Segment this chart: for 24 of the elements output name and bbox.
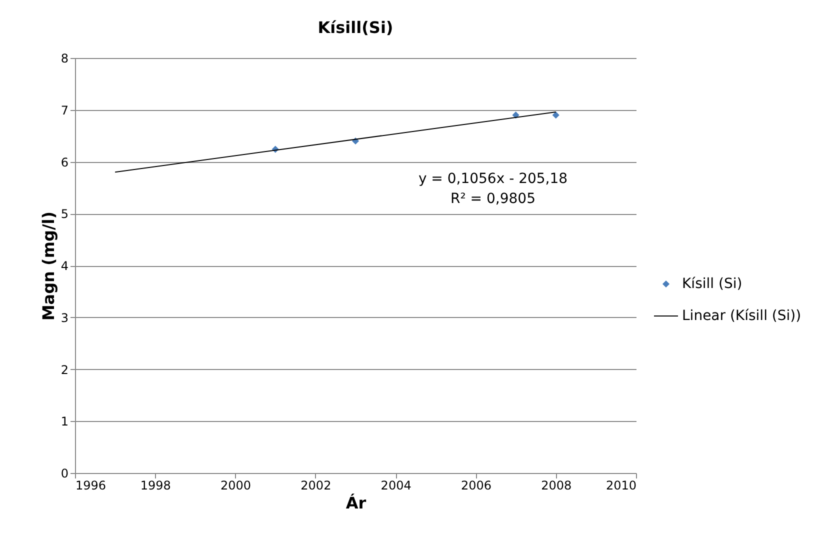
y-tick-label: 7: [60, 103, 68, 118]
x-tick-label: 2002: [300, 478, 332, 492]
x-tick-label: 2000: [220, 478, 252, 492]
x-tick-label: 2006: [460, 478, 492, 492]
legend-label: Kísill (Si): [682, 276, 742, 292]
y-tick-label: 8: [60, 52, 68, 66]
annotation: y = 0,1056x - 205,18: [418, 171, 568, 187]
x-tick-label: 2004: [380, 478, 412, 492]
x-tick-label: 2010: [606, 478, 636, 492]
y-tick-label: 3: [60, 310, 68, 325]
x-tick-label: 1998: [140, 478, 171, 492]
x-axis-title: Ár: [346, 494, 366, 512]
y-tick-label: 6: [60, 155, 68, 170]
annotation: R² = 0,9805: [450, 191, 536, 207]
chart-title: Kísill(Si): [318, 18, 394, 37]
x-tick-label: 2008: [541, 478, 572, 492]
y-tick-label: 1: [60, 414, 68, 429]
y-tick-label: 5: [60, 207, 68, 222]
y-tick-label: 4: [60, 259, 68, 273]
y-tick-label: 2: [60, 362, 68, 377]
y-axis-title: Magn (mg/l): [38, 211, 58, 321]
x-tick-label: 1996: [76, 478, 106, 492]
legend-label: Linear (Kísill (Si)): [682, 308, 802, 324]
y-tick-label: 0: [60, 466, 68, 480]
